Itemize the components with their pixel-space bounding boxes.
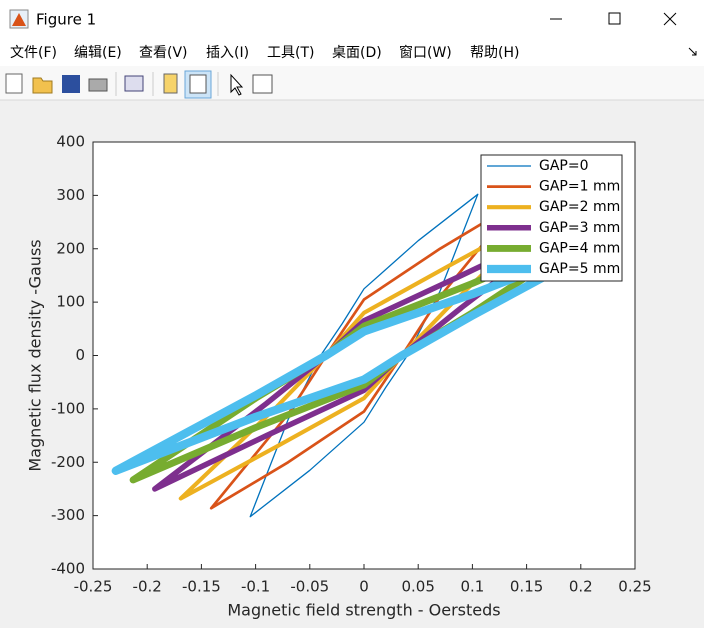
x-tick-label: 0 (359, 578, 369, 596)
y-tick-label: -400 (51, 560, 85, 578)
y-tick-label: 400 (56, 133, 85, 151)
x-tick-label: -0.2 (133, 578, 162, 596)
pointer-button[interactable] (230, 73, 244, 96)
legend-label: GAP=1 mm (539, 179, 620, 195)
x-tick-label: 0.15 (510, 578, 543, 596)
property-button[interactable] (252, 74, 273, 94)
window-title: Figure 1 (36, 11, 96, 29)
maximize-button[interactable] (608, 12, 621, 25)
y-tick-label: 100 (56, 293, 85, 311)
x-tick-label: 0.25 (618, 578, 651, 596)
menu-item[interactable]: 编辑(E) (74, 45, 122, 61)
x-tick-label: -0.15 (182, 578, 221, 596)
y-tick-label: 200 (56, 239, 85, 257)
menu-item[interactable]: 文件(F) (10, 45, 57, 61)
app-icon (9, 9, 29, 29)
series-line (178, 210, 550, 501)
x-tick-label: -0.1 (241, 578, 270, 596)
x-tick-label: -0.05 (290, 578, 329, 596)
x-tick-label: 0.1 (460, 578, 484, 596)
y-tick-label: -200 (51, 453, 85, 471)
y-tick-label: 0 (75, 346, 85, 364)
link-button[interactable] (124, 75, 144, 92)
toolbar (5, 70, 273, 99)
menu-item[interactable]: 窗口(W) (399, 44, 452, 61)
axes-box (92, 141, 636, 570)
dock-button[interactable] (688, 47, 697, 56)
y-tick-label: -100 (51, 399, 85, 417)
menu-item[interactable]: 帮助(H) (470, 45, 519, 61)
menu-item[interactable]: 桌面(D) (332, 45, 382, 61)
save-button[interactable] (62, 75, 80, 93)
legend-label: GAP=4 mm (539, 240, 620, 256)
menu-item[interactable]: 工具(T) (267, 45, 314, 61)
legend-label: GAP=0 (539, 158, 589, 174)
legend-label: GAP=5 mm (539, 261, 620, 277)
x-tick-label: 0.2 (569, 578, 593, 596)
y-axis-label: Magnetic flux density -Gauss (26, 239, 45, 471)
x-tick-label: 0.05 (401, 578, 434, 596)
legend-icon (189, 74, 207, 94)
y-tick-label: -300 (51, 506, 85, 524)
x-tick-label: -0.25 (74, 578, 113, 596)
series-line (209, 201, 519, 510)
close-button[interactable] (663, 12, 677, 26)
series-line (111, 236, 617, 475)
open-button[interactable] (32, 77, 53, 94)
y-tick-label: 300 (56, 186, 85, 204)
x-axis-label: Magnetic field strength - Oersteds (227, 601, 500, 620)
colorbar-button[interactable] (163, 73, 178, 94)
legend-box (480, 154, 623, 282)
menu-item[interactable]: 查看(V) (139, 45, 188, 61)
new-button[interactable] (5, 73, 23, 94)
legend-label: GAP=3 mm (539, 220, 620, 236)
menu-item[interactable]: 插入(I) (206, 45, 249, 61)
print-button[interactable] (88, 78, 108, 92)
legend-label: GAP=2 mm (539, 199, 620, 215)
toolbar-bg (0, 66, 704, 100)
